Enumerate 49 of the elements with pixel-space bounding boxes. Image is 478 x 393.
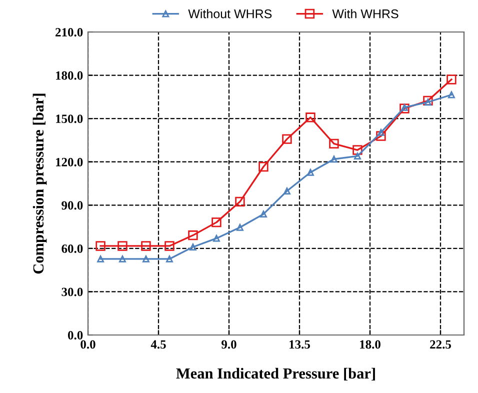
x-tick-label: 18.0	[360, 340, 380, 349]
point	[212, 234, 220, 242]
point	[164, 241, 174, 251]
x-tick-label: 13.5	[290, 340, 310, 349]
point	[446, 74, 456, 84]
point	[118, 255, 126, 262]
point	[352, 145, 362, 155]
point	[96, 241, 106, 251]
point	[400, 104, 410, 114]
x-tick-label: 22.5	[430, 340, 451, 349]
point	[377, 128, 384, 136]
point	[260, 210, 267, 218]
point	[142, 255, 150, 262]
x-tick-label: 0.0	[80, 340, 96, 349]
y-axis-title: Compression pressure [bar]	[32, 94, 47, 274]
point	[306, 168, 314, 176]
point	[376, 131, 386, 141]
legend-label: Without WHRS	[188, 9, 272, 18]
point	[329, 138, 339, 149]
point	[97, 255, 104, 262]
point	[400, 104, 408, 111]
y-tick-label: 210.0	[56, 28, 83, 37]
y-tick-label: 30.0	[62, 288, 83, 296]
point	[282, 134, 292, 144]
y-tick-label: 120.0	[56, 158, 83, 166]
x-axis-title: Mean Indicated Pressure [bar]	[176, 368, 375, 381]
point	[166, 255, 173, 262]
y-tick-label: 180.0	[56, 71, 83, 80]
point	[424, 98, 432, 106]
point	[306, 112, 316, 122]
point	[236, 224, 244, 231]
point	[118, 241, 128, 251]
point	[141, 241, 151, 251]
legend-label: With WHRS	[332, 9, 398, 18]
point	[235, 196, 245, 207]
point	[448, 91, 455, 98]
y-tick-label: 0.0	[68, 331, 83, 340]
point	[330, 156, 338, 163]
y-tick-label: 60.0	[62, 244, 83, 253]
point	[283, 188, 290, 194]
point	[189, 244, 196, 250]
x-tick-label: 4.5	[150, 340, 166, 349]
point	[258, 162, 268, 172]
x-tick-label: 9.0	[222, 340, 236, 349]
point	[188, 230, 198, 240]
point	[354, 152, 361, 160]
y-tick-label: 90.0	[62, 201, 83, 210]
point	[212, 217, 222, 228]
y-tick-label: 150.0	[56, 114, 83, 124]
